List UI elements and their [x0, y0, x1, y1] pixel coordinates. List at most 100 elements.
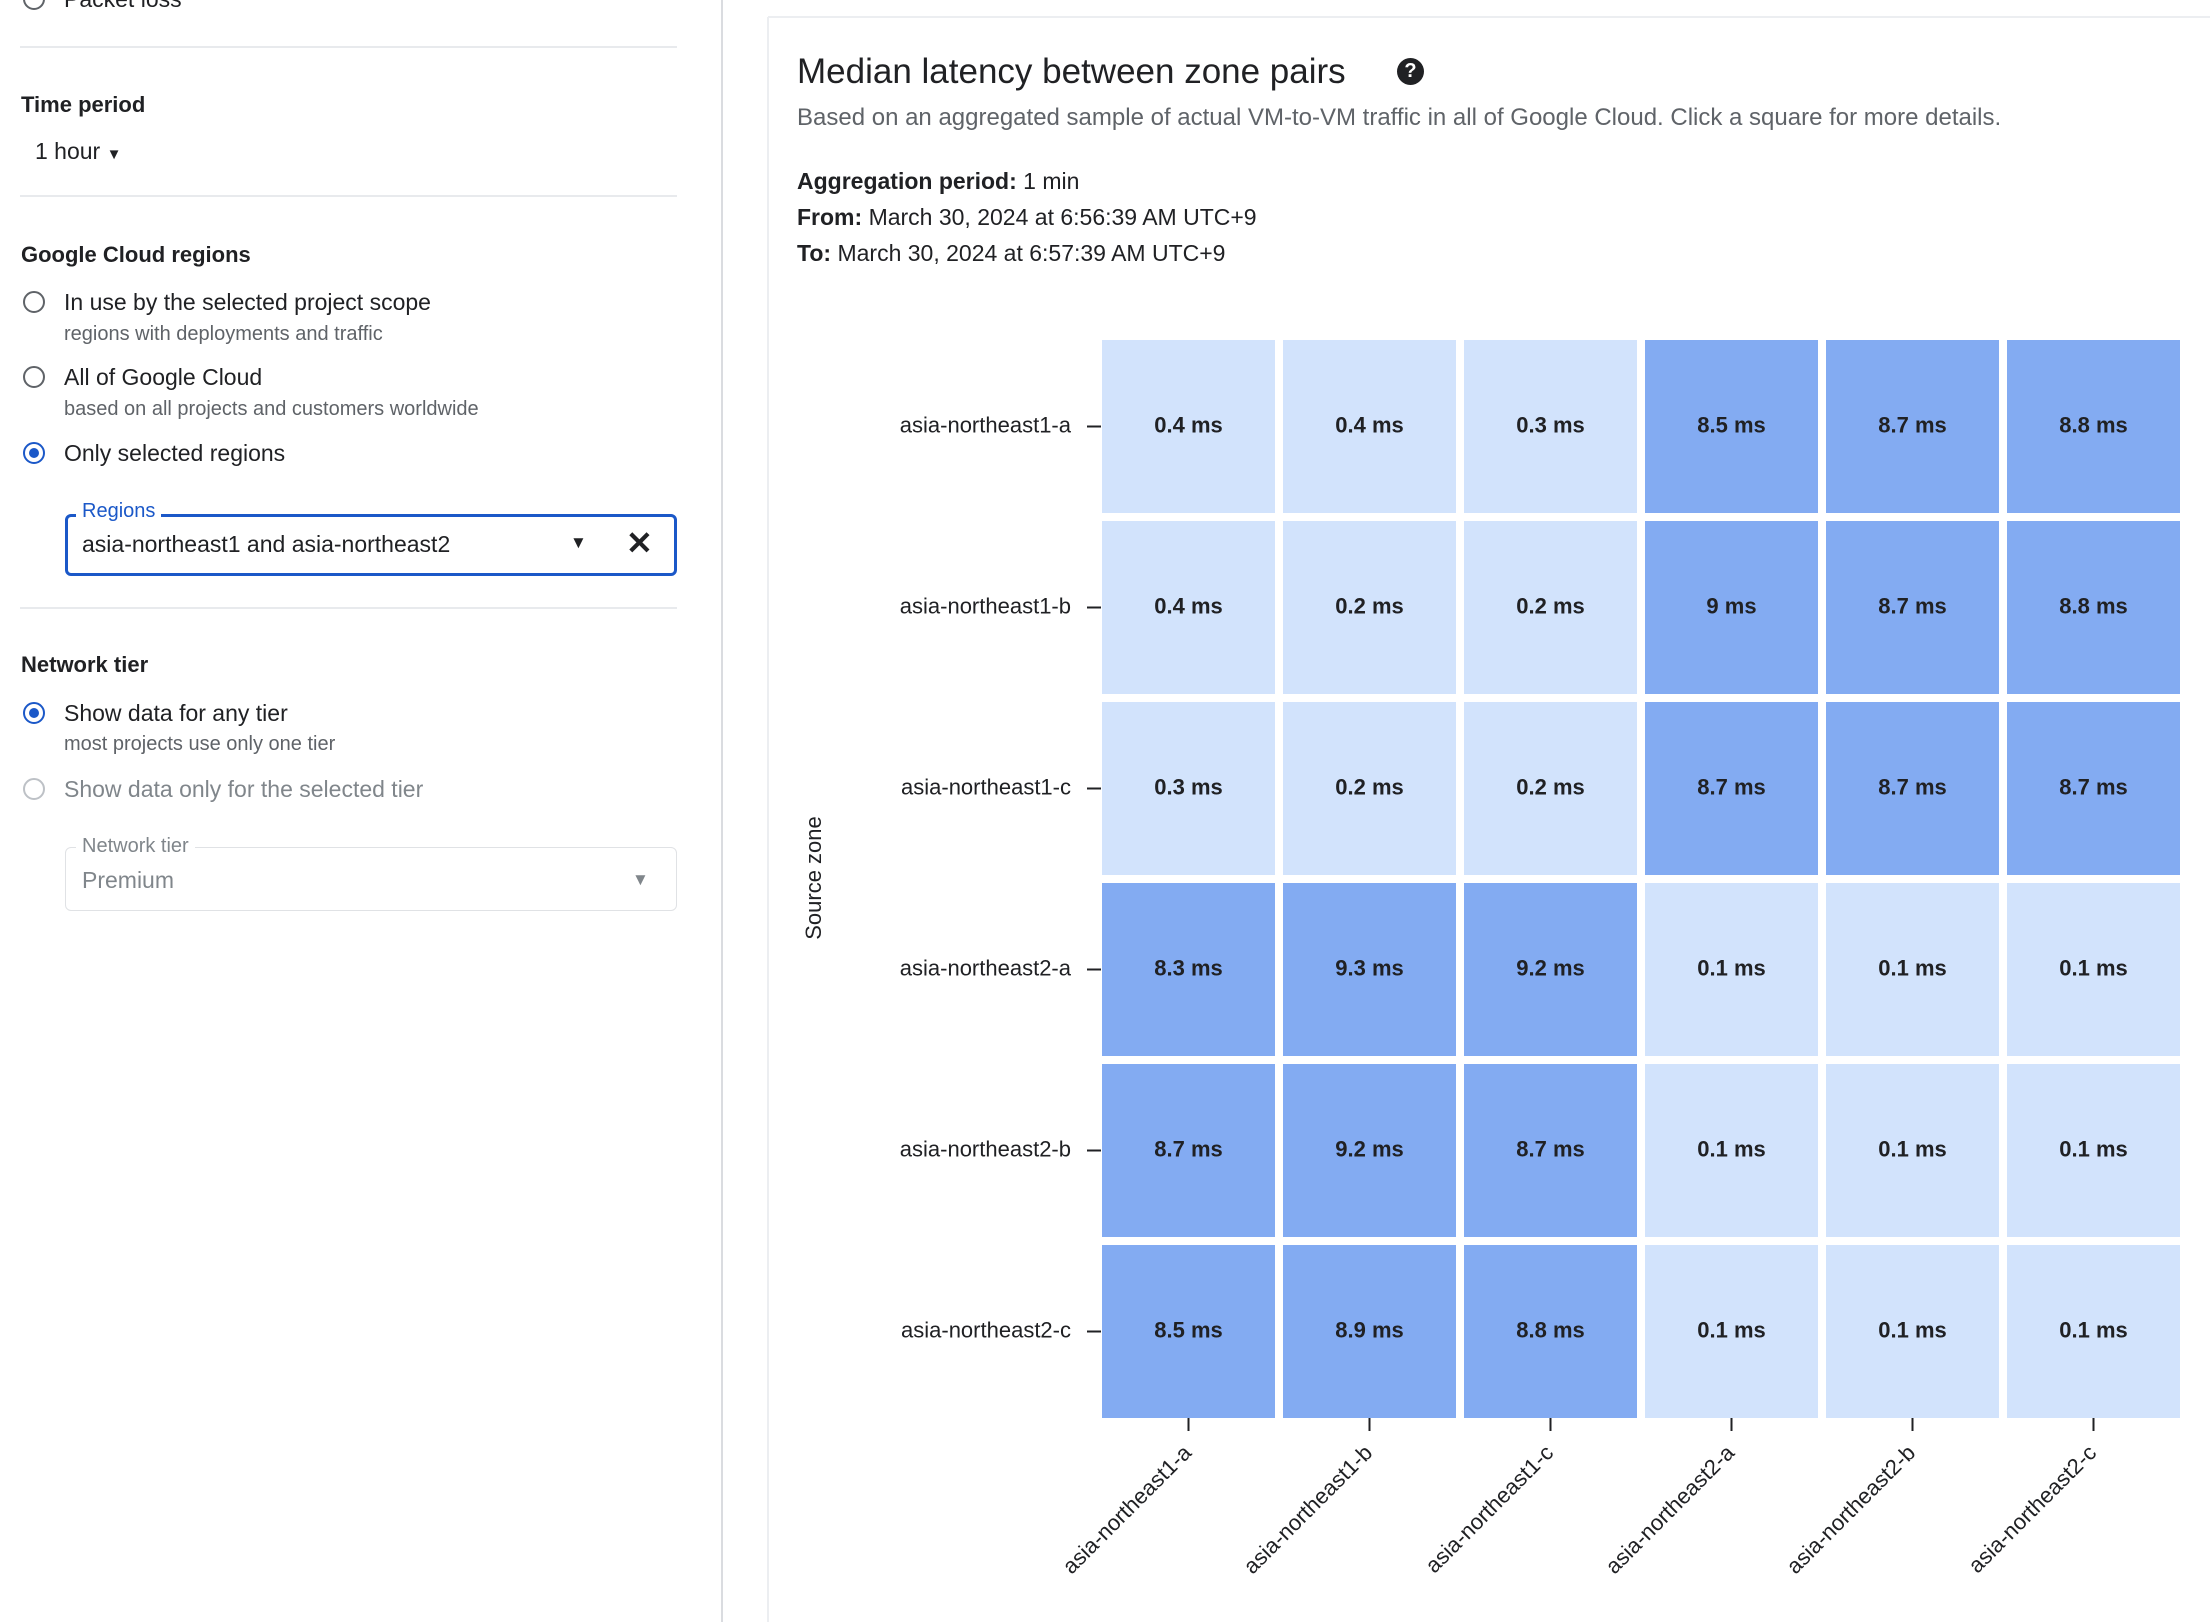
- heatmap-cell[interactable]: [1826, 1064, 1999, 1237]
- heatmap-cell[interactable]: [1283, 1245, 1456, 1418]
- divider: [20, 195, 677, 197]
- field-label: Regions: [76, 500, 162, 523]
- radio[interactable]: [23, 291, 45, 313]
- cell-label: 8.9 ms: [1335, 1317, 1404, 1342]
- cell-label: 8.8 ms: [2059, 412, 2128, 437]
- cell-label: 0.4 ms: [1154, 412, 1223, 437]
- heatmap-cell[interactable]: [1645, 521, 1818, 694]
- heatmap-cell[interactable]: [2007, 521, 2180, 694]
- field-value: Premium: [82, 867, 175, 893]
- option-description: based on all projects and customers worl…: [64, 398, 479, 420]
- cell-label: 0.4 ms: [1154, 593, 1223, 618]
- heatmap-cell[interactable]: [2007, 340, 2180, 513]
- heatmap-cell[interactable]: [1826, 883, 1999, 1056]
- heatmap-cell[interactable]: [1102, 883, 1275, 1056]
- cell-label: 8.7 ms: [1516, 1136, 1585, 1161]
- heatmap-cell[interactable]: [1102, 521, 1275, 694]
- radio: [23, 778, 45, 800]
- panel-title: Median latency between zone pairs: [797, 52, 1346, 91]
- heatmap-cell[interactable]: [1102, 1064, 1275, 1237]
- radio[interactable]: [23, 702, 45, 724]
- option-label[interactable]: Packet loss: [64, 0, 182, 13]
- row-label: asia-northeast2-b: [900, 1136, 1071, 1161]
- heatmap-cell[interactable]: [1464, 521, 1637, 694]
- section-title: Time period: [21, 92, 146, 117]
- heatmap-cell[interactable]: [1645, 883, 1818, 1056]
- cell-label: 0.3 ms: [1154, 774, 1223, 799]
- radio[interactable]: [23, 442, 45, 464]
- heatmap-cell[interactable]: [2007, 883, 2180, 1056]
- heatmap-cell[interactable]: [2007, 1245, 2180, 1418]
- cell-label: 0.3 ms: [1516, 412, 1585, 437]
- cell-label: 0.1 ms: [2059, 1317, 2128, 1342]
- help-icon[interactable]: ?: [1397, 58, 1424, 85]
- heatmap-cell[interactable]: [1464, 340, 1637, 513]
- aggregation: Aggregation period: 1 min: [797, 168, 1079, 195]
- heatmap-cell[interactable]: [1645, 1245, 1818, 1418]
- heatmap-cell[interactable]: [1826, 521, 1999, 694]
- heatmap-cell[interactable]: [1102, 702, 1275, 875]
- regions-field[interactable]: [65, 514, 677, 576]
- dropdown-arrow: ▼: [632, 870, 649, 889]
- field-value: asia-northeast1 and asia-northeast2: [82, 531, 451, 557]
- cell-label: 8.7 ms: [1878, 593, 1947, 618]
- column-label: asia-northeast2-a: [1600, 1439, 1739, 1578]
- heatmap-cell[interactable]: [1283, 521, 1456, 694]
- heatmap-cell[interactable]: [1283, 702, 1456, 875]
- y-axis-label: Source zone: [801, 816, 826, 940]
- heatmap-cell[interactable]: [2007, 702, 2180, 875]
- divider: [20, 46, 677, 48]
- cell-label: 8.3 ms: [1154, 955, 1223, 980]
- dropdown-arrow[interactable]: ▼: [570, 533, 587, 552]
- option-label[interactable]: All of Google Cloud: [64, 364, 263, 390]
- cell-label: 0.1 ms: [1878, 1136, 1947, 1161]
- option-label[interactable]: Only selected regions: [64, 440, 286, 466]
- cell-label: 0.1 ms: [1697, 1317, 1766, 1342]
- cell-label: 0.1 ms: [1697, 955, 1766, 980]
- heatmap-cell[interactable]: [1826, 340, 1999, 513]
- clear-button[interactable]: ✕: [626, 525, 653, 561]
- heatmap-cell[interactable]: [1645, 340, 1818, 513]
- heatmap-cell[interactable]: [2007, 1064, 2180, 1237]
- section-title: Network tier: [21, 652, 149, 677]
- heatmap-cell[interactable]: [1826, 702, 1999, 875]
- cell-label: 9 ms: [1706, 593, 1756, 618]
- dropdown[interactable]: 1 hour ▼: [35, 138, 122, 164]
- divider: [20, 607, 677, 609]
- option-label[interactable]: Show data for any tier: [64, 700, 288, 726]
- cell-label: 8.7 ms: [1154, 1136, 1223, 1161]
- heatmap-cell[interactable]: [1645, 702, 1818, 875]
- cell-label: 8.8 ms: [1516, 1317, 1585, 1342]
- option-label: Show data only for the selected tier: [64, 776, 424, 802]
- heatmap-cell[interactable]: [1102, 1245, 1275, 1418]
- radio[interactable]: [23, 366, 45, 388]
- cell-label: 9.2 ms: [1335, 1136, 1404, 1161]
- cell-label: 0.1 ms: [2059, 1136, 2128, 1161]
- heatmap-cell[interactable]: [1283, 340, 1456, 513]
- value: March 30, 2024 at 6:57:39 AM UTC+9: [837, 240, 1226, 266]
- heatmap-cell[interactable]: [1826, 1245, 1999, 1418]
- to: To: March 30, 2024 at 6:57:39 AM UTC+9: [797, 240, 1225, 267]
- heatmap-cell[interactable]: [1464, 702, 1637, 875]
- cell-label: 0.2 ms: [1335, 593, 1404, 618]
- heatmap-cell[interactable]: [1283, 1064, 1456, 1237]
- option-label[interactable]: In use by the selected project scope: [64, 289, 431, 315]
- column-label: asia-northeast1-b: [1238, 1440, 1377, 1579]
- from: From: March 30, 2024 at 6:56:39 AM UTC+9: [797, 204, 1257, 231]
- cell-label: 8.5 ms: [1697, 412, 1766, 437]
- heatmap-cell[interactable]: [1464, 1245, 1637, 1418]
- row-label: asia-northeast1-c: [901, 774, 1071, 799]
- cell-label: 8.5 ms: [1154, 1317, 1223, 1342]
- column-label: asia-northeast2-b: [1781, 1440, 1920, 1579]
- field-label: Network tier: [76, 835, 195, 858]
- cell-label: 0.1 ms: [1697, 1136, 1766, 1161]
- heatmap-cell[interactable]: [1464, 883, 1637, 1056]
- heatmap-cell[interactable]: [1283, 883, 1456, 1056]
- cell-label: 0.2 ms: [1516, 774, 1585, 799]
- heatmap-cell[interactable]: [1464, 1064, 1637, 1237]
- cell-label: 8.7 ms: [1878, 774, 1947, 799]
- label: From:: [797, 204, 863, 230]
- row-label: asia-northeast1-b: [900, 593, 1071, 618]
- heatmap-cell[interactable]: [1102, 340, 1275, 513]
- heatmap-cell[interactable]: [1645, 1064, 1818, 1237]
